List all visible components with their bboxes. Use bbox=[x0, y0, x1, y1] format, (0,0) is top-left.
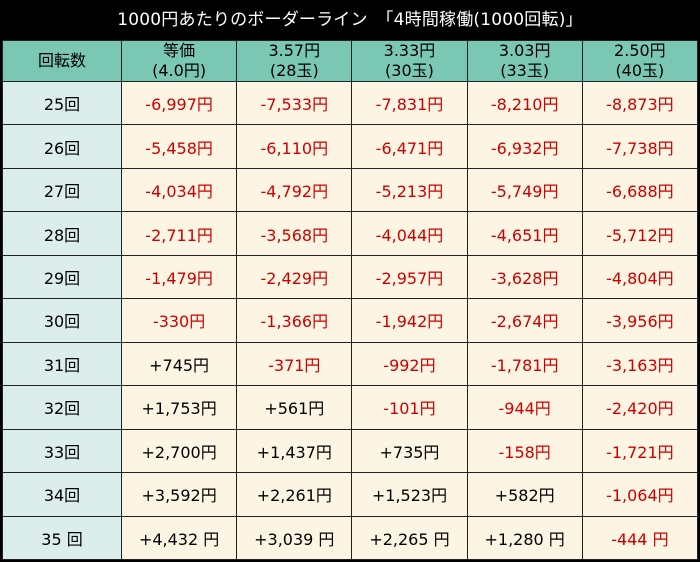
value-cell: -3,163円 bbox=[581, 341, 699, 387]
value-cell: -6,688円 bbox=[581, 167, 699, 213]
table-row: 27回 -4,034円 -4,792円 -5,213円 -5,749円 -6,688円 bbox=[2, 167, 699, 213]
value-cell: -992円 bbox=[351, 341, 468, 387]
value-cell: -2,429円 bbox=[236, 254, 353, 300]
value-cell: -1,781円 bbox=[466, 341, 583, 387]
value-cell: +1,280 円 bbox=[466, 515, 583, 561]
header-col-3: 3.33円 (30玉) bbox=[351, 40, 468, 82]
row-label: 27回 bbox=[2, 167, 122, 213]
value-cell: +561円 bbox=[236, 385, 353, 430]
table-row: 35 回 +4,432 円 +3,039 円 +2,265 円 +1,280 円 -444… bbox=[2, 515, 699, 561]
row-label: 26回 bbox=[2, 124, 122, 169]
figure-title: 1000円あたりのボーダーライン 「4時間稼働(1000回転)」 bbox=[117, 10, 583, 30]
value-cell: -6,471円 bbox=[351, 124, 468, 169]
value-cell: -1,064円 bbox=[581, 472, 699, 517]
row-label: 31回 bbox=[2, 341, 122, 387]
value-cell: -4,651円 bbox=[466, 211, 583, 256]
row-label: 29回 bbox=[2, 254, 122, 300]
value-cell: -5,712円 bbox=[581, 211, 699, 256]
row-label: 33回 bbox=[2, 428, 122, 474]
header-col-5: 2.50円 (40玉) bbox=[581, 40, 699, 82]
value-cell: -5,213円 bbox=[351, 167, 468, 213]
row-label: 34回 bbox=[2, 472, 122, 517]
value-cell: -5,749円 bbox=[466, 167, 583, 213]
value-cell: -4,804円 bbox=[581, 254, 699, 300]
value-cell: -7,738円 bbox=[581, 124, 699, 169]
value-cell: -7,831円 bbox=[351, 80, 468, 126]
value-cell: -3,568円 bbox=[236, 211, 353, 256]
value-cell: -2,957円 bbox=[351, 254, 468, 300]
value-cell: +2,265 円 bbox=[351, 515, 468, 561]
value-cell: -4,034円 bbox=[120, 167, 238, 213]
value-cell: +735円 bbox=[351, 428, 468, 474]
header-row: 回転数 等価 (4.0円) 3.57円 (28玉) 3.33円 (30玉) 3.03円… bbox=[2, 40, 699, 82]
table-row: 29回 -1,479円 -2,429円 -2,957円 -3,628円 -4,804円 bbox=[2, 254, 699, 300]
value-cell: -6,110円 bbox=[236, 124, 353, 169]
table-row: 32回 +1,753円 +561円 -101円 -944円 -2,420円 bbox=[2, 385, 699, 430]
header-col-4: 3.03円 (33玉) bbox=[466, 40, 583, 82]
table-row: 26回 -5,458円 -6,110円 -6,471円 -6,932円 -7,738円 bbox=[2, 124, 699, 169]
header-col-2: 3.57円 (28玉) bbox=[236, 40, 353, 82]
header-col-1: 等価 (4.0円) bbox=[120, 40, 238, 82]
table-row: 33回 +2,700円 +1,437円 +735円 -158円 -1,721円 bbox=[2, 428, 699, 474]
table-row: 31回 +745円 -371円 -992円 -1,781円 -3,163円 bbox=[2, 341, 699, 387]
value-cell: -1,366円 bbox=[236, 298, 353, 343]
value-cell: -1,479円 bbox=[120, 254, 238, 300]
value-cell: +3,039 円 bbox=[236, 515, 353, 561]
value-cell: -8,210円 bbox=[466, 80, 583, 126]
value-cell: -2,420円 bbox=[581, 385, 699, 430]
border-line-table: 回転数 等価 (4.0円) 3.57円 (28玉) 3.33円 (30玉) 3.03円… bbox=[2, 40, 699, 561]
row-label: 30回 bbox=[2, 298, 122, 343]
row-label: 25回 bbox=[2, 80, 122, 126]
value-cell: +3,592円 bbox=[120, 472, 238, 517]
value-cell: -3,956円 bbox=[581, 298, 699, 343]
value-cell: -7,533円 bbox=[236, 80, 353, 126]
value-cell: -4,792円 bbox=[236, 167, 353, 213]
row-label: 28回 bbox=[2, 211, 122, 256]
row-label: 35 回 bbox=[2, 515, 122, 561]
value-cell: -158円 bbox=[466, 428, 583, 474]
value-cell: -1,721円 bbox=[581, 428, 699, 474]
value-cell: -8,873円 bbox=[581, 80, 699, 126]
value-cell: -6,932円 bbox=[466, 124, 583, 169]
value-cell: -4,044円 bbox=[351, 211, 468, 256]
row-label: 32回 bbox=[2, 385, 122, 430]
value-cell: +2,261円 bbox=[236, 472, 353, 517]
table-row: 34回 +3,592円 +2,261円 +1,523円 +582円 -1,064円 bbox=[2, 472, 699, 517]
value-cell: +745円 bbox=[120, 341, 238, 387]
value-cell: +4,432 円 bbox=[120, 515, 238, 561]
value-cell: -944円 bbox=[466, 385, 583, 430]
value-cell: -371円 bbox=[236, 341, 353, 387]
header-spins: 回転数 bbox=[2, 40, 122, 82]
value-cell: +1,753円 bbox=[120, 385, 238, 430]
value-cell: +1,523円 bbox=[351, 472, 468, 517]
value-cell: +582円 bbox=[466, 472, 583, 517]
value-cell: -6,997円 bbox=[120, 80, 238, 126]
table-row: 25回 -6,997円 -7,533円 -7,831円 -8,210円 -8,873円 bbox=[2, 80, 699, 126]
value-cell: -101円 bbox=[351, 385, 468, 430]
value-cell: -5,458円 bbox=[120, 124, 238, 169]
value-cell: -1,942円 bbox=[351, 298, 468, 343]
table-row: 28回 -2,711円 -3,568円 -4,044円 -4,651円 -5,712円 bbox=[2, 211, 699, 256]
value-cell: +2,700円 bbox=[120, 428, 238, 474]
value-cell: -2,674円 bbox=[466, 298, 583, 343]
value-cell: -3,628円 bbox=[466, 254, 583, 300]
table-row: 30回 -330円 -1,366円 -1,942円 -2,674円 -3,956円 bbox=[2, 298, 699, 343]
value-cell: -330円 bbox=[120, 298, 238, 343]
value-cell: +1,437円 bbox=[236, 428, 353, 474]
value-cell: -2,711円 bbox=[120, 211, 238, 256]
table-body: 25回 -6,997円 -7,533円 -7,831円 -8,210円 -8,873円 26… bbox=[2, 80, 699, 561]
value-cell: -444 円 bbox=[581, 515, 699, 561]
